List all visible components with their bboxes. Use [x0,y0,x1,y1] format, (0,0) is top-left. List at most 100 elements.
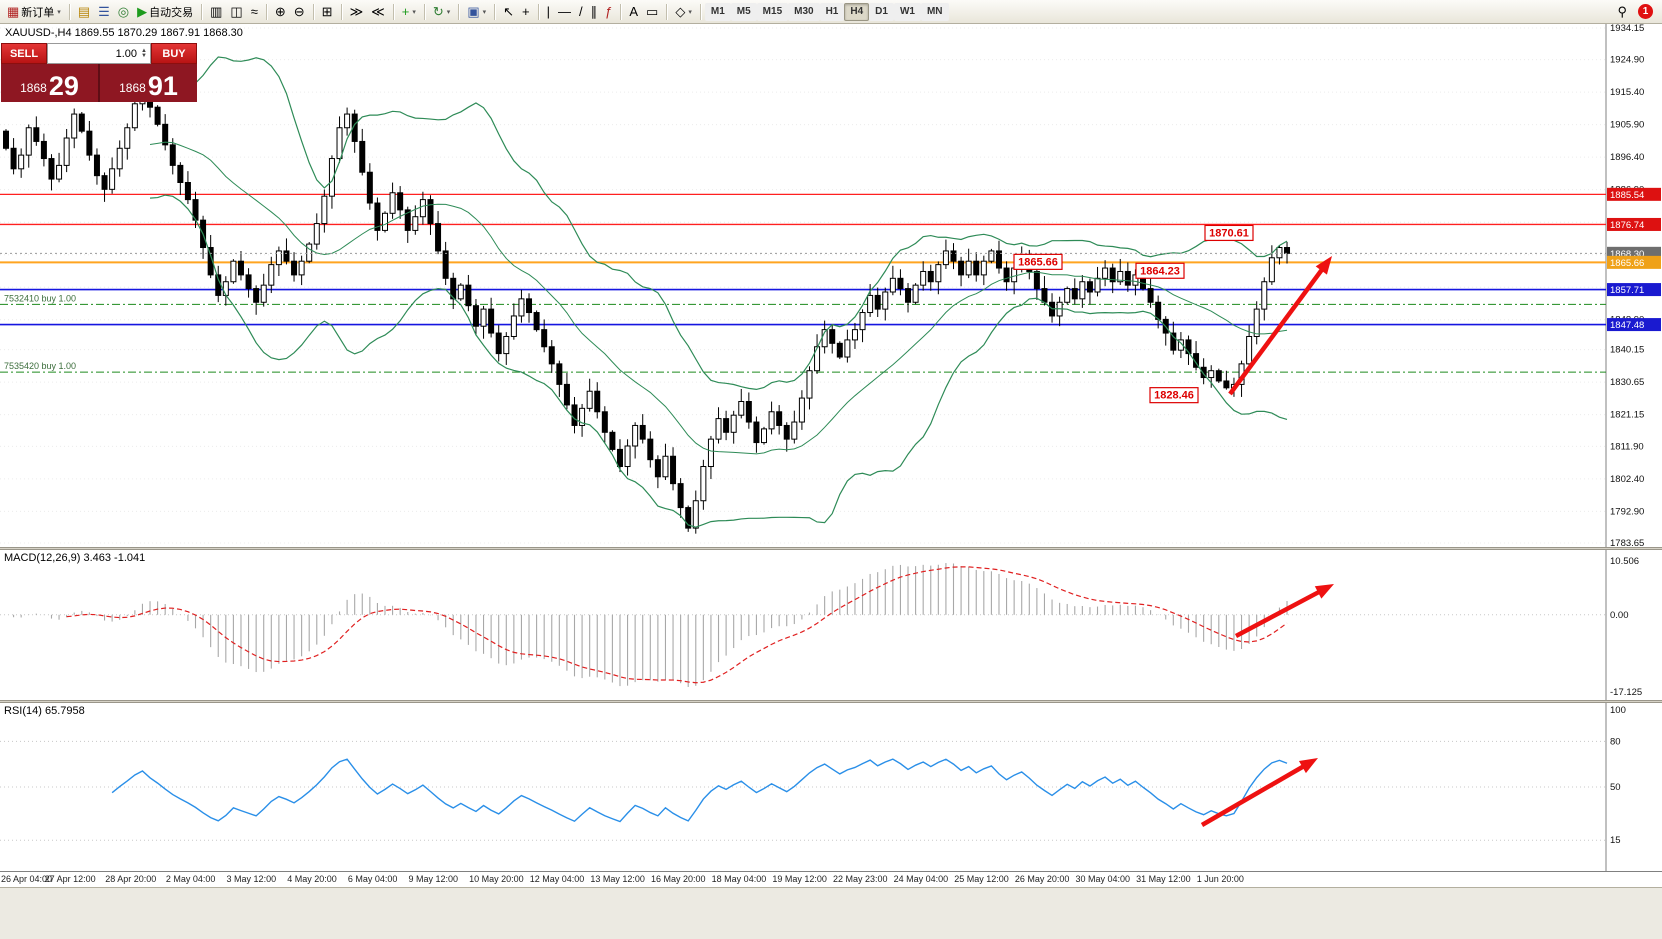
one-click-trade-panel: SELL 1.00 ▲ ▼ BUY 1868 29 1868 91 [1,43,197,102]
auto-scroll-icon: ≫ [349,4,364,19]
time-axis-label: 6 May 04:00 [347,874,398,884]
zoom-in-button[interactable]: ⊕ [271,2,290,22]
terminal-button[interactable]: ◎ [114,2,133,22]
toolbar-separator [265,3,267,20]
market-watch-button[interactable]: ▤ [74,2,94,22]
sell-price-pips: 29 [48,71,79,101]
indicators-button[interactable]: + ▾ [398,2,420,22]
time-axis-label: 26 May 20:00 [1014,874,1070,884]
periods-button[interactable]: ↻ ▾ [429,2,454,22]
svg-text:10.506: 10.506 [1610,556,1639,567]
zoom-out-button[interactable]: ⊖ [290,2,309,22]
chart-shift-button[interactable]: ≪ [367,2,389,22]
volume-spinner-icon[interactable]: ▲ ▼ [141,47,147,59]
timeframe-h1-button[interactable]: H1 [819,2,845,21]
position-lines[interactable]: 7532410 buy 1.00 7535420 buy 1.00 [0,293,1606,373]
bar-chart-button[interactable]: ▥ [206,2,226,22]
tile-windows-icon: ⊞ [321,4,333,19]
autotrading-button-label: 自动交易 [149,6,194,19]
zoom-out-icon: ⊖ [293,4,305,19]
svg-text:1885.54: 1885.54 [1610,190,1644,201]
timeframe-h4-button[interactable]: H4 [844,2,870,21]
svg-text:1870.61: 1870.61 [1209,227,1249,239]
search-button[interactable]: ⚲ [1613,2,1631,22]
svg-text:1783.65: 1783.65 [1610,538,1644,547]
panel-divider[interactable] [0,547,1662,550]
vertical-line-button[interactable]: | [543,2,554,22]
text-button[interactable]: A [625,2,642,22]
candlestick-chart-button[interactable]: ◫ [226,2,246,22]
text-label-button[interactable]: ▭ [642,2,662,22]
template-button[interactable]: ▣ ▾ [463,2,490,22]
timeframe-d1-button[interactable]: D1 [869,2,894,21]
channel-icon: ∥ [590,4,598,19]
trend-arrow-rsi[interactable] [1200,758,1318,827]
new-order-button[interactable]: ▦ 新订单 ▾ [3,2,65,22]
svg-text:0.00: 0.00 [1610,610,1629,621]
time-axis-label: 28 Apr 20:00 [105,874,157,884]
macd-axis-labels: 10.506 0.00 -17.125 [1610,556,1642,698]
line-chart-button[interactable]: ≈ [247,2,262,22]
timeframe-m15-button[interactable]: M15 [756,2,789,21]
toolbar-separator [620,3,622,20]
svg-text:1811.90: 1811.90 [1610,441,1644,452]
sell-button[interactable]: SELL [1,43,47,64]
rsi-subwindow: RSI(14) 65.7958 100 80 50 15 [0,703,1662,871]
price-annotations[interactable]: 1870.61 1865.66 1864.23 1828.46 [1013,224,1254,404]
shapes-button[interactable]: ◇ ▾ [671,2,696,22]
rsi-axis-labels: 100 80 50 15 [1610,705,1626,846]
buy-button[interactable]: BUY [151,43,197,64]
toolbar-separator [699,3,701,20]
autotrading-button[interactable]: ▶ 自动交易 [133,2,197,22]
timeframe-w1-button[interactable]: W1 [893,2,921,21]
channel-button[interactable]: ∥ [587,2,602,22]
timeframe-m1-button[interactable]: M1 [704,2,731,21]
toolbar-separator [201,3,203,20]
macd-panel[interactable]: 10.506 0.00 -17.125 [0,550,1662,700]
toolbar-separator [68,3,70,20]
time-axis-label: 25 May 12:00 [954,874,1009,884]
svg-text:1792.90: 1792.90 [1610,506,1644,517]
search-icon: ⚲ [1617,4,1627,19]
timeframe-mn-button[interactable]: MN [920,2,949,21]
horizontal-level-lines[interactable] [0,193,1606,326]
axis-price-tags: 1868.30 1885.54 1876.74 1865.66 1857.71 1847.… [1607,187,1661,332]
bar-chart-icon: ▥ [210,4,223,19]
timeframe-m5-button[interactable]: M5 [730,2,757,21]
sell-price-main: 1868 [20,81,47,95]
market-watch-icon: ▤ [77,4,91,19]
rsi-panel[interactable]: 100 80 50 15 [0,703,1662,871]
panel-divider[interactable] [0,700,1662,703]
time-axis-label: 3 May 12:00 [226,874,277,884]
volume-stepper[interactable]: 1.00 ▲ ▼ [47,43,151,64]
symbol-ohlc-header: XAUUSD-,H4 1869.55 1870.29 1867.91 1868.… [5,27,243,39]
svg-text:1896.40: 1896.40 [1610,152,1644,163]
macd-subwindow: MACD(12,26,9) 3.463 -1.041 10.506 0.00 -17… [0,550,1662,700]
cursor-button[interactable]: ↖ [499,2,518,22]
trendline-button[interactable]: / [575,2,587,22]
sell-price[interactable]: 1868 29 [1,64,100,102]
buy-price[interactable]: 1868 91 [100,64,197,102]
crosshair-icon: + [522,4,530,19]
time-axis-label: 26 Apr 04:00 [1,874,53,884]
candles-layer [3,81,1291,534]
auto-scroll-button[interactable]: ≫ [346,2,368,22]
tile-windows-button[interactable]: ⊞ [318,2,337,22]
trend-arrow-main[interactable] [1228,256,1332,396]
volume-value: 1.00 [115,47,138,60]
time-axis-label: 13 May 12:00 [590,874,645,884]
svg-text:1868.30: 1868.30 [1610,249,1644,260]
status-strip [0,887,1662,939]
new-order-button-label: 新订单 [21,6,55,19]
time-axis[interactable]: 26 Apr 04:00 27 Apr 12:00 28 Apr 20:00 2 Ma… [0,871,1662,887]
chart-window: XAUUSD-,H4 1869.55 1870.29 1867.91 1868.… [0,24,1662,939]
fibonacci-button[interactable]: ƒ [601,2,616,22]
trend-arrow-macd[interactable] [1234,584,1334,638]
notification-badge[interactable]: 1 [1638,4,1653,19]
navigator-button[interactable]: ☰ [94,2,114,22]
timeframe-m30-button[interactable]: M30 [788,2,820,21]
horizontal-line-button[interactable]: — [554,2,575,22]
main-chart[interactable]: 1934.151924.901915.401905.901896.401886.… [0,24,1662,547]
crosshair-button[interactable]: + [518,2,534,22]
